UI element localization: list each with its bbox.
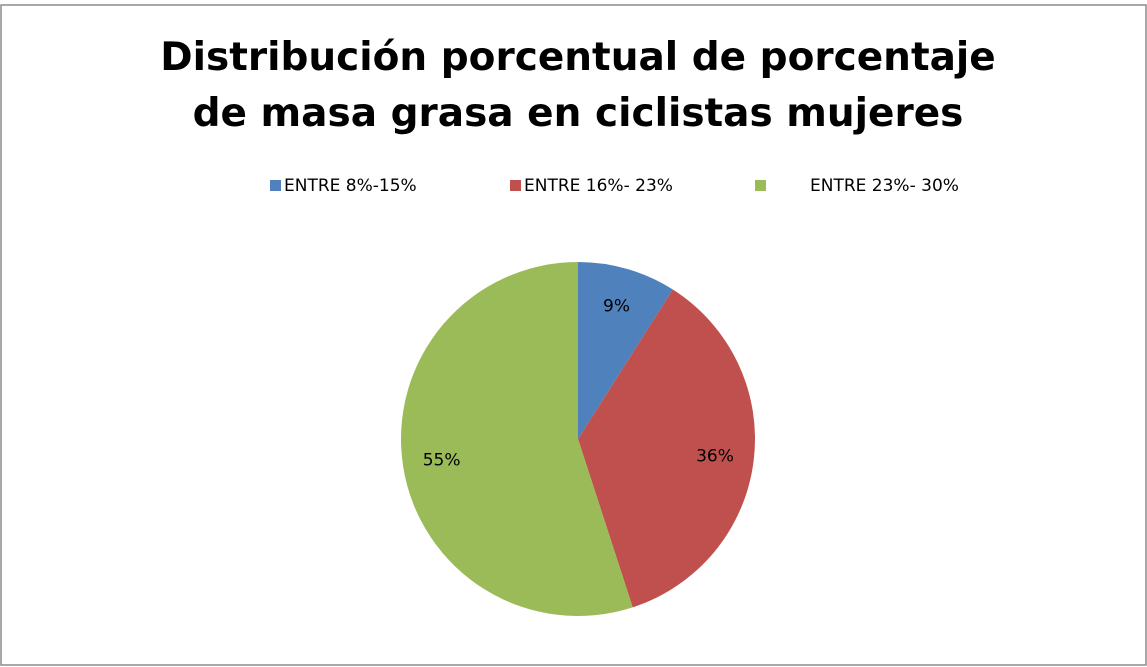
legend-label: ENTRE 23%- 30% [810,176,959,196]
legend-label: ENTRE 8%-15% [284,176,417,196]
pie-slice [578,289,755,608]
data-label: 55% [423,451,461,471]
data-label: 9% [603,296,630,316]
legend-swatch [510,180,521,191]
legend-swatch [270,180,281,191]
pie-slice [578,262,673,439]
pie-slice [400,262,633,616]
data-label: 36% [696,446,734,466]
legend-label: ENTRE 16%- 23% [524,176,673,196]
legend-swatch [755,180,766,191]
chart-title: Distribución porcentual de porcentaje de… [160,35,996,136]
